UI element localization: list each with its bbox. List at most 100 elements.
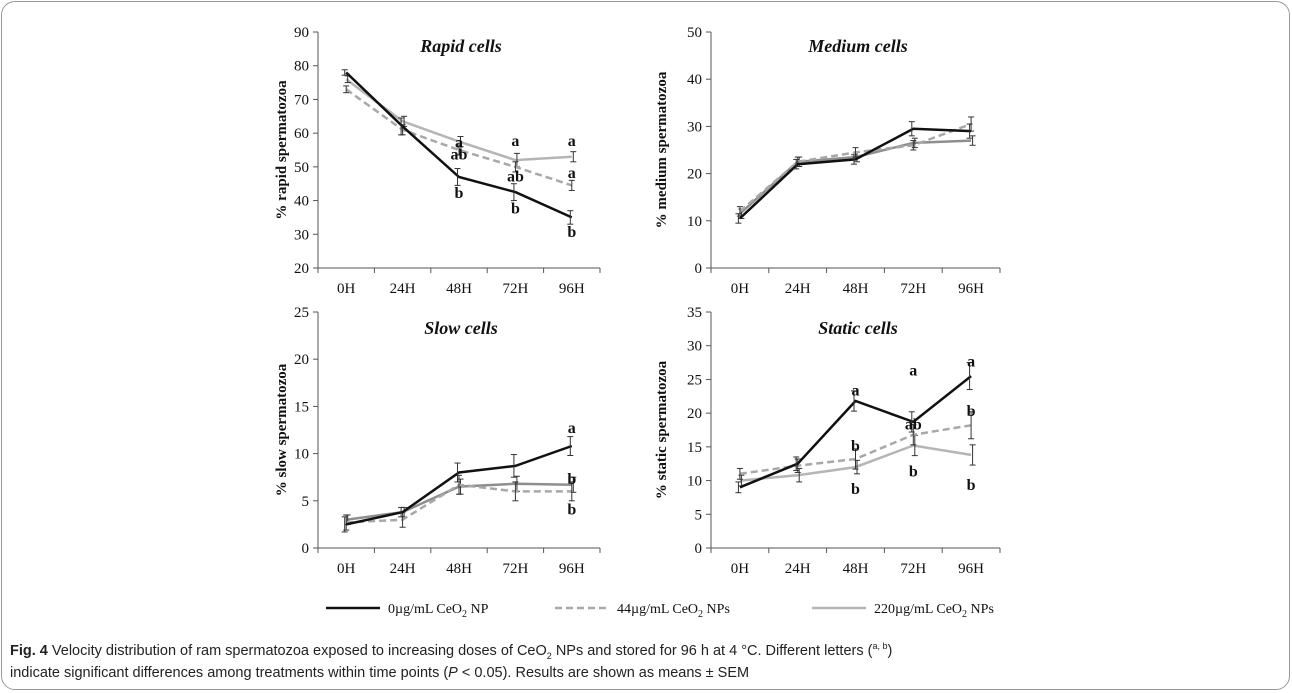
y-axis-label: % static spermatozoa (654, 360, 670, 499)
series-line-2 (345, 88, 573, 187)
significance-letter: b (851, 438, 860, 455)
y-tick-label: 5 (302, 494, 310, 510)
y-tick-label: 10 (687, 474, 702, 490)
caption-text-3: ) (887, 643, 893, 659)
caption-sup-1: a, b (872, 641, 888, 652)
y-tick-label: 30 (687, 119, 702, 135)
caption-text-1: Velocity distribution of ram spermatozoa… (47, 643, 547, 659)
y-tick-label: 10 (294, 447, 309, 463)
x-tick-label: 48H (446, 561, 472, 577)
x-tick-label: 96H (958, 561, 984, 577)
caption-text-5: < 0.05). Results are shown as means ± SE… (457, 665, 750, 681)
x-tick-label: 96H (559, 281, 585, 297)
significance-letter: a (568, 133, 576, 150)
x-tick-label: 72H (900, 561, 926, 577)
legend-label-3: 220µg/mL CeO2 NPs (874, 602, 994, 620)
y-axis-label: % slow spermatozoa (274, 363, 290, 496)
chart-panel-2: 0 10 20 30 40 50 0H 24H 48H 72H 96H Medium cells % m… (654, 25, 1001, 297)
significance-letter: b (967, 477, 976, 494)
caption-label: Fig. 4 (10, 643, 48, 659)
y-tick-label: 10 (687, 214, 702, 230)
x-tick-label: 96H (958, 281, 984, 297)
y-axis-label: % medium spermatozoa (654, 71, 670, 228)
x-tick-label: 72H (900, 281, 926, 297)
y-tick-label: 25 (294, 305, 309, 321)
significance-letter: b (567, 471, 576, 488)
chart-panel-1: 20 30 40 50 60 70 80 90 0H 24H 48H 72H 96H Rapid cell… (274, 25, 601, 297)
significance-letter: b (567, 224, 576, 241)
y-tick-label: 30 (687, 339, 702, 355)
x-tick-label: 72H (502, 281, 528, 297)
caption-sub-1: 2 (546, 650, 552, 661)
y-tick-label: 0 (695, 541, 703, 557)
significance-letter: a (967, 354, 975, 371)
significance-letter: a (852, 383, 860, 400)
y-tick-label: 30 (294, 227, 309, 243)
y-tick-label: 35 (687, 305, 702, 321)
y-tick-label: 80 (294, 59, 309, 75)
significance-letter: b (567, 501, 576, 518)
y-tick-label: 20 (687, 167, 702, 183)
significance-letter: a (909, 362, 917, 379)
legend-label-2: 44µg/mL CeO2 NPs (617, 602, 730, 620)
x-tick-label: 24H (785, 561, 811, 577)
x-tick-label: 48H (446, 281, 472, 297)
caption-text-4: indicate significant differences among t… (10, 665, 449, 681)
legend-label-sub: 2 (962, 609, 967, 620)
y-tick-label: 20 (294, 352, 309, 368)
y-tick-label: 0 (695, 261, 703, 277)
significance-letter: ab (507, 168, 524, 185)
x-tick-label: 0H (337, 281, 356, 297)
y-tick-label: 20 (294, 261, 309, 277)
chart-title: Medium cells (807, 36, 908, 56)
legend-label-suffix: NP (467, 602, 489, 617)
significance-letter: b (967, 403, 976, 420)
y-tick-label: 40 (294, 194, 309, 210)
significance-letter: a (455, 135, 463, 152)
x-tick-label: 0H (731, 281, 750, 297)
legend-label-sub: 2 (462, 609, 467, 620)
y-tick-label: 50 (294, 160, 309, 176)
chart-panel-4: 0 5 10 15 20 25 30 35 0H 24H 48H 72H 96H Static cells… (654, 305, 1001, 577)
significance-letter: b (511, 200, 520, 217)
significance-letter: b (909, 463, 918, 480)
chart-title: Slow cells (424, 318, 498, 338)
y-tick-label: 0 (302, 541, 310, 557)
legend-label-suffix: NPs (703, 602, 730, 617)
caption-p-italic: P (448, 665, 458, 681)
y-tick-label: 5 (695, 507, 703, 523)
x-tick-label: 24H (390, 561, 416, 577)
series-line-2 (739, 122, 972, 213)
x-tick-label: 0H (337, 561, 356, 577)
y-tick-label: 15 (687, 440, 702, 456)
legend-label-sub: 2 (698, 609, 703, 620)
x-tick-label: 24H (390, 281, 416, 297)
legend-label-prefix: 0µg/mL CeO (388, 602, 462, 617)
legend-label-suffix: NPs (967, 602, 994, 617)
x-tick-label: 48H (843, 561, 869, 577)
significance-letter: b (851, 481, 860, 498)
y-tick-label: 15 (294, 399, 309, 415)
y-axis-label: % rapid spermatozoa (274, 80, 290, 220)
significance-letter: ab (451, 146, 468, 163)
significance-letter: b (455, 185, 464, 202)
y-tick-label: 40 (687, 72, 702, 88)
x-tick-label: 96H (559, 561, 585, 577)
x-tick-label: 24H (785, 281, 811, 297)
figure-caption: Fig. 4 Velocity distribution of ram sper… (10, 640, 1280, 684)
x-tick-label: 72H (502, 561, 528, 577)
legend: 0µg/mL CeO2 NP 44µg/mL CeO2 NPs 220µg/mL C… (326, 602, 994, 620)
significance-letter: a (568, 165, 576, 182)
chart-panel-3: 0 5 10 15 20 25 0H 24H 48H 72H 96H Slow cells % slow… (274, 305, 601, 577)
significance-letter: a (568, 420, 576, 437)
legend-label-prefix: 220µg/mL CeO (874, 602, 962, 617)
x-tick-label: 0H (731, 561, 750, 577)
y-tick-label: 90 (294, 25, 309, 41)
caption-text-2: NPs and stored for 96 h at 4 °C. Differe… (551, 643, 873, 659)
y-tick-label: 70 (294, 92, 309, 108)
chart-title: Rapid cells (419, 36, 502, 56)
x-tick-label: 48H (843, 281, 869, 297)
legend-label-prefix: 44µg/mL CeO (617, 602, 698, 617)
